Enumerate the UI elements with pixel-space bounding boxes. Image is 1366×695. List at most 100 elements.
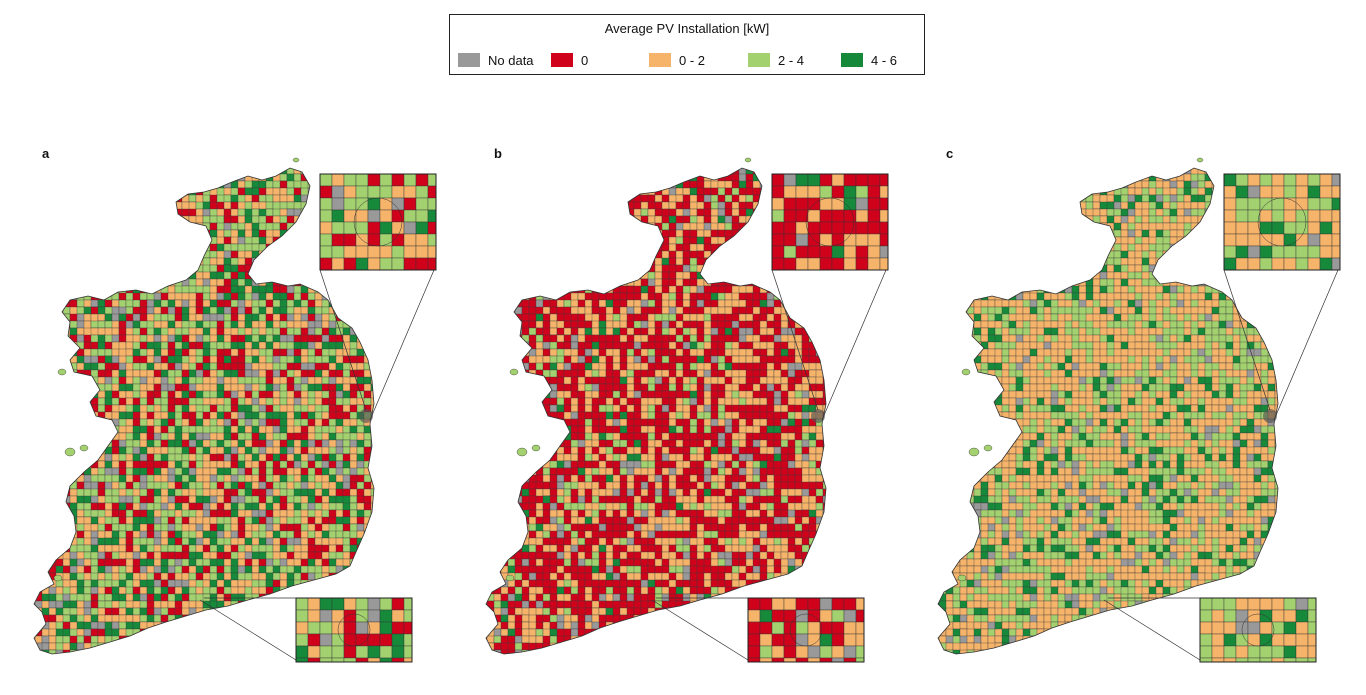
inset-region [379,633,393,647]
map-region [378,545,392,559]
inset-region [331,609,345,623]
map-region [69,229,78,238]
inset-region [379,645,393,659]
map-region [111,168,120,182]
map-region [356,544,365,553]
inset-region [331,245,345,259]
map-region [745,215,761,231]
map-region [216,593,225,602]
map-region [160,222,169,238]
map-region [83,425,92,434]
map-region [111,649,120,654]
map-region [90,229,106,238]
map-region [633,257,649,266]
map-region [549,299,558,308]
map-region [55,425,64,441]
map-region [230,439,239,448]
map-region [139,173,148,189]
map-region [265,334,274,343]
map-region [626,250,642,266]
map-region [49,160,63,167]
map-region [34,404,36,413]
map-region [34,313,43,329]
map-region [717,292,726,301]
map-region [223,460,232,469]
map-region [237,411,246,420]
map-region [139,516,148,525]
map-region [90,264,106,280]
map-region [321,516,330,525]
map-region [480,160,494,167]
map-region [251,362,260,371]
map-region [308,160,315,167]
inset-region [379,657,393,662]
map-region [363,439,372,448]
map-region [493,236,502,252]
map-region [731,264,747,273]
map-region [217,160,224,167]
map-region [342,565,358,574]
map-region [752,299,761,308]
map-region [104,523,113,532]
map-region [370,418,374,427]
map-region [34,649,43,654]
map-region [563,187,572,196]
map-region [286,180,295,189]
map-region [563,257,572,273]
map-region [237,460,246,469]
map-region [486,250,495,259]
map-region [55,376,64,385]
inset-region [427,221,436,235]
map-region [563,168,572,175]
map-region [55,474,71,490]
map-region [272,257,288,266]
map-region [619,229,628,245]
map-region [76,278,85,294]
map-region [696,229,705,238]
map-region [132,215,148,231]
map-region [710,271,726,280]
map-region [535,222,551,231]
map-region [830,300,844,307]
map-region [521,187,530,203]
map-region [528,243,544,252]
map-region [118,369,127,378]
map-region [48,362,57,371]
map-region [584,194,600,203]
map-region [556,168,565,182]
map-region [62,285,71,301]
map-region [279,376,288,385]
map-region [147,657,154,664]
map-region [830,160,837,174]
map-region [34,446,43,462]
map-region [486,201,495,210]
map-region [378,307,392,321]
map-region [321,432,330,441]
map-region [549,187,565,203]
map-region [62,168,71,175]
map-region [300,418,309,427]
map-region [258,285,267,294]
map-region [139,642,155,651]
inset-region [403,657,412,662]
map-region [521,271,530,287]
map-region [216,628,232,637]
map-region [371,160,378,167]
map-region [56,160,63,167]
map-region [528,264,537,273]
map-region [815,271,824,287]
map-region [153,635,169,651]
map-region [111,516,120,525]
map-region [76,271,85,280]
map-region [181,250,190,259]
map-region [577,306,586,315]
map-region [584,271,600,280]
map-region [830,293,837,307]
map-region [780,285,789,301]
map-region [69,600,78,609]
legend-item-4-6: 4 - 6 [841,51,897,69]
map-region [48,516,64,532]
map-region [328,579,337,595]
map-region [125,257,134,273]
map-region [619,215,628,231]
